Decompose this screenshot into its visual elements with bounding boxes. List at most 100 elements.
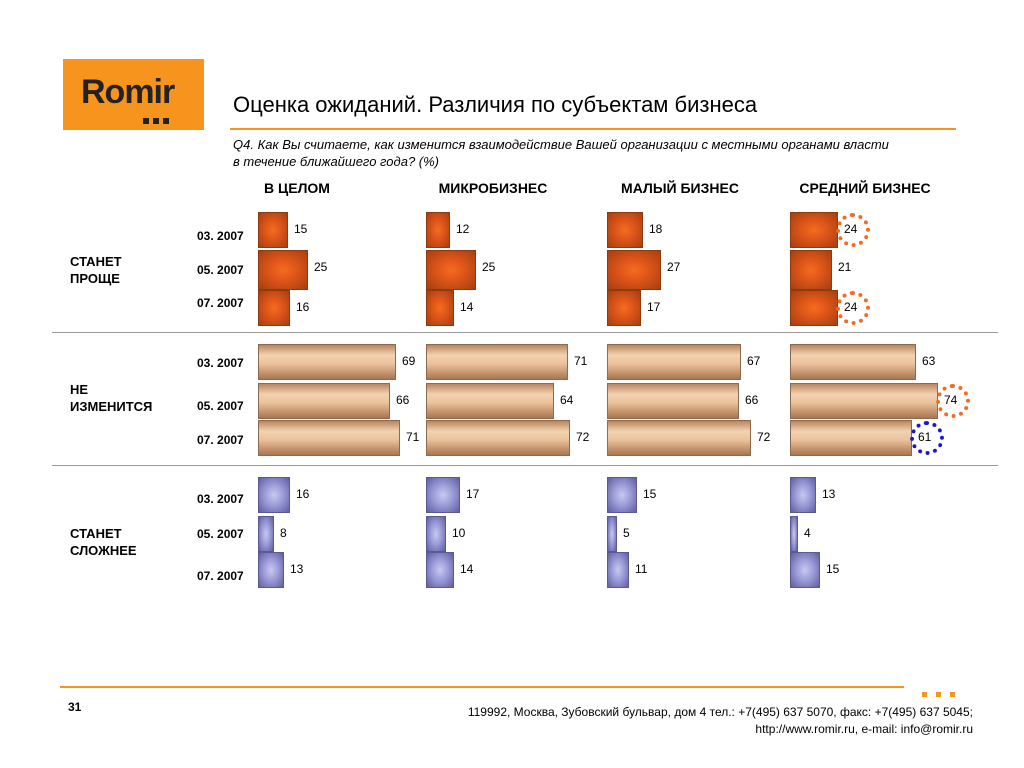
data-label: 16 bbox=[296, 487, 310, 501]
footer-contacts: 119992, Москва, Зубовский бульвар, дом 4… bbox=[468, 704, 973, 738]
increase-highlight-circle bbox=[936, 384, 970, 418]
survey-question: Q4. Как Вы считаете, как изменится взаим… bbox=[233, 136, 963, 170]
data-label: 15 bbox=[294, 222, 308, 236]
bar-harder bbox=[426, 552, 454, 588]
data-label: 13 bbox=[290, 562, 304, 576]
bar-harder bbox=[790, 516, 798, 552]
bar-harder bbox=[426, 516, 446, 552]
data-label: 66 bbox=[396, 393, 410, 407]
bar-same bbox=[426, 383, 554, 419]
data-label: 25 bbox=[314, 260, 328, 274]
data-label: 15 bbox=[643, 487, 657, 501]
bar-easier bbox=[607, 212, 643, 248]
bar-harder bbox=[258, 516, 274, 552]
increase-highlight-circle bbox=[836, 291, 870, 325]
bar-same bbox=[258, 383, 390, 419]
period-label: 07. 2007 bbox=[197, 569, 244, 583]
column-header-2: МИКРОБИЗНЕС bbox=[438, 180, 548, 196]
bar-harder bbox=[258, 552, 284, 588]
bar-easier bbox=[790, 250, 832, 290]
period-label: 03. 2007 bbox=[197, 229, 244, 243]
bar-harder bbox=[790, 477, 816, 513]
bar-harder bbox=[426, 477, 460, 513]
bar-same bbox=[607, 420, 751, 456]
bar-easier bbox=[426, 290, 454, 326]
bar-easier bbox=[790, 290, 838, 326]
group-separator bbox=[52, 332, 998, 333]
data-label: 67 bbox=[747, 354, 761, 368]
data-label: 15 bbox=[826, 562, 840, 576]
bar-harder bbox=[607, 516, 617, 552]
data-label: 72 bbox=[757, 430, 771, 444]
data-label: 18 bbox=[649, 222, 663, 236]
data-label: 66 bbox=[745, 393, 759, 407]
bar-same bbox=[607, 383, 739, 419]
period-label: 05. 2007 bbox=[197, 527, 244, 541]
bar-same bbox=[258, 344, 396, 380]
bar-easier bbox=[607, 250, 661, 290]
data-label: 63 bbox=[922, 354, 936, 368]
bar-easier bbox=[790, 212, 838, 248]
data-label: 13 bbox=[822, 487, 836, 501]
bar-easier bbox=[426, 250, 476, 290]
data-label: 11 bbox=[635, 562, 648, 576]
title-rule bbox=[230, 128, 956, 130]
bar-easier bbox=[258, 212, 288, 248]
bar-same bbox=[426, 344, 568, 380]
bar-same bbox=[790, 420, 912, 456]
bar-harder bbox=[607, 477, 637, 513]
question-line-1: Q4. Как Вы считаете, как изменится взаим… bbox=[233, 137, 889, 152]
data-label: 71 bbox=[574, 354, 588, 368]
group-label-line-1: НЕ bbox=[70, 382, 89, 397]
data-label: 64 bbox=[560, 393, 574, 407]
data-label: 12 bbox=[456, 222, 470, 236]
data-label: 5 bbox=[623, 526, 630, 540]
column-header-4: СРЕДНИЙ БИЗНЕС bbox=[799, 180, 931, 196]
bar-same bbox=[426, 420, 570, 456]
question-line-2: в течение ближайшего года? (%) bbox=[233, 154, 440, 169]
bar-same bbox=[607, 344, 741, 380]
footer-dots bbox=[922, 684, 964, 702]
romir-logo: Romir bbox=[63, 59, 204, 130]
bar-harder bbox=[790, 552, 820, 588]
group-label-easier: СТАНЕТ ПРОЩЕ bbox=[70, 253, 180, 287]
data-label: 27 bbox=[667, 260, 681, 274]
period-label: 03. 2007 bbox=[197, 492, 244, 506]
bar-easier bbox=[258, 250, 308, 290]
column-header-3: МАЛЫЙ БИЗНЕС bbox=[621, 180, 739, 196]
period-label: 05. 2007 bbox=[197, 263, 244, 277]
group-label-line-2: СЛОЖНЕЕ bbox=[70, 543, 137, 558]
data-label: 10 bbox=[452, 526, 466, 540]
logo-text: Romir bbox=[81, 73, 175, 111]
page-title: Оценка ожиданий. Различия по субъектам б… bbox=[233, 92, 758, 117]
data-label: 69 bbox=[402, 354, 416, 368]
period-label: 07. 2007 bbox=[197, 433, 244, 447]
data-label: 14 bbox=[460, 562, 474, 576]
data-label: 14 bbox=[460, 300, 474, 314]
group-separator bbox=[52, 465, 998, 466]
data-label: 21 bbox=[838, 260, 852, 274]
page-number: 31 bbox=[68, 700, 82, 714]
bar-harder bbox=[607, 552, 629, 588]
column-header-1: В ЦЕЛОМ bbox=[264, 180, 330, 196]
group-label-harder: СТАНЕТ СЛОЖНЕЕ bbox=[70, 525, 180, 559]
data-label: 72 bbox=[576, 430, 590, 444]
group-label-line-2: ИЗМЕНИТСЯ bbox=[70, 399, 153, 414]
footer-address: 119992, Москва, Зубовский бульвар, дом 4… bbox=[467, 705, 973, 719]
footer-rule bbox=[60, 686, 904, 688]
increase-highlight-circle bbox=[836, 213, 870, 247]
footer-web: http://www.romir.ru, e-mail: info@romir.… bbox=[755, 722, 973, 736]
bar-same bbox=[258, 420, 400, 456]
decrease-highlight-circle bbox=[910, 421, 944, 455]
bar-easier bbox=[426, 212, 450, 248]
bar-easier bbox=[258, 290, 290, 326]
data-label: 25 bbox=[482, 260, 496, 274]
group-label-line-1: СТАНЕТ bbox=[70, 254, 122, 269]
bar-easier bbox=[607, 290, 641, 326]
bar-same bbox=[790, 383, 938, 419]
group-label-line-1: СТАНЕТ bbox=[70, 526, 122, 541]
period-label: 03. 2007 bbox=[197, 356, 244, 370]
logo-dots bbox=[143, 111, 183, 124]
group-label-same: НЕ ИЗМЕНИТСЯ bbox=[70, 381, 180, 415]
data-label: 8 bbox=[280, 526, 287, 540]
